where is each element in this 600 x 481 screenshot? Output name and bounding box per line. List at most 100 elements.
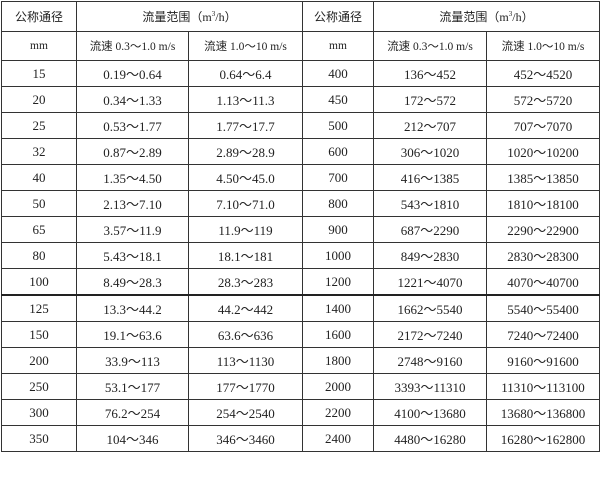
- table-row: 150 19.1～63.6 63.6～636 1600 2172～7240 7240～72…: [1, 321, 600, 348]
- flow-high-right-cell: 452～4520: [486, 60, 600, 87]
- table-row: 20 0.34～1.33 1.13～11.3 450 172～572 572～5720: [1, 86, 600, 113]
- table-row: 80 5.43～18.1 18.1～181 1000 849～2830 2830～2830…: [1, 242, 600, 269]
- flow-high-left-cell: 177～1770: [188, 373, 303, 400]
- flow-low-right-cell: 2172～7240: [373, 321, 487, 348]
- flow-high-left-cell: 1.77～17.7: [188, 112, 303, 139]
- flow-low-left-cell: 2.13～7.10: [76, 190, 189, 217]
- dn-header-right: 公称通径: [302, 1, 374, 32]
- flow-low-right-cell: 212～707: [373, 112, 487, 139]
- flow-high-right-cell: 7240～72400: [486, 321, 600, 348]
- dn-left-cell: 80: [1, 242, 77, 269]
- dn-left-cell: 250: [1, 373, 77, 400]
- flow-high-left-cell: 4.50～45.0: [188, 164, 303, 191]
- flow-low-left-cell: 1.35～4.50: [76, 164, 189, 191]
- flow-high-left-cell: 254～2540: [188, 399, 303, 426]
- flow-high-right-cell: 5540～55400: [486, 294, 600, 322]
- flow-low-right-cell: 172～572: [373, 86, 487, 113]
- table-row: 125 13.3～44.2 44.2～442 1400 1662～5540 5540～55…: [1, 294, 600, 322]
- flow-high-left-cell: 44.2～442: [188, 294, 303, 322]
- flow-header-right: 流量范围（m3/h）: [373, 1, 600, 32]
- flow-high-left-cell: 28.3～283: [188, 268, 303, 296]
- dn-right-cell: 800: [302, 190, 374, 217]
- flow-high-right-cell: 2290～22900: [486, 216, 600, 243]
- flow-high-right-cell: 2830～28300: [486, 242, 600, 269]
- dn-right-cell: 1000: [302, 242, 374, 269]
- flow-low-right-cell: 1662～5540: [373, 294, 487, 322]
- flow-low-right-cell: 136～452: [373, 60, 487, 87]
- flow-high-left-cell: 0.64～6.4: [188, 60, 303, 87]
- flow-low-right-cell: 416～1385: [373, 164, 487, 191]
- flow-high-right-cell: 1385～13850: [486, 164, 600, 191]
- table-row: 200 33.9～113 113～1130 1800 2748～9160 9160～916…: [1, 347, 600, 374]
- flow-low-right-cell: 1221～4070: [373, 268, 487, 296]
- flow-high-left-cell: 63.6～636: [188, 321, 303, 348]
- flow-low-left-cell: 0.34～1.33: [76, 86, 189, 113]
- dn-right-cell: 700: [302, 164, 374, 191]
- dn-right-cell: 900: [302, 216, 374, 243]
- flow-high-right-cell: 11310～113100: [486, 373, 600, 400]
- flow-high-right-cell: 9160～91600: [486, 347, 600, 374]
- flow-low-left-cell: 13.3～44.2: [76, 294, 189, 322]
- flow-header-text: 流量范围（m: [439, 10, 509, 24]
- flow-low-left-cell: 0.87～2.89: [76, 138, 189, 165]
- dn-left-cell: 300: [1, 399, 77, 426]
- table-row: 25 0.53～1.77 1.77～17.7 500 212～707 707～7070: [1, 112, 600, 139]
- velocity-low-left: 流速 0.3～1.0 m/s: [76, 31, 189, 61]
- dn-left-cell: 150: [1, 321, 77, 348]
- dn-right-cell: 450: [302, 86, 374, 113]
- flow-header-sup: 3: [508, 10, 513, 18]
- flow-high-right-cell: 1810～18100: [486, 190, 600, 217]
- dn-right-cell: 1600: [302, 321, 374, 348]
- flow-high-left-cell: 11.9～119: [188, 216, 303, 243]
- flow-high-left-cell: 346～3460: [188, 425, 303, 452]
- dn-right-cell: 500: [302, 112, 374, 139]
- flow-low-right-cell: 4480～16280: [373, 425, 487, 452]
- dn-right-cell: 1400: [302, 294, 374, 322]
- table-row: 100 8.49～28.3 28.3～283 1200 1221～4070 4070～40…: [1, 268, 600, 296]
- unit-left: mm: [1, 31, 77, 61]
- dn-right-cell: 1200: [302, 268, 374, 296]
- velocity-high-left: 流速 1.0～10 m/s: [188, 31, 303, 61]
- dn-left-cell: 32: [1, 138, 77, 165]
- dn-left-cell: 15: [1, 60, 77, 87]
- flow-low-right-cell: 687～2290: [373, 216, 487, 243]
- flow-low-left-cell: 53.1～177: [76, 373, 189, 400]
- header-row: 公称通径 流量范围（m3/h） 公称通径 流量范围（m3/h）: [1, 1, 600, 32]
- dn-left-cell: 25: [1, 112, 77, 139]
- dn-right-cell: 600: [302, 138, 374, 165]
- dn-left-cell: 40: [1, 164, 77, 191]
- flow-low-right-cell: 4100～13680: [373, 399, 487, 426]
- dn-left-cell: 50: [1, 190, 77, 217]
- subheader-row: mm 流速 0.3～1.0 m/s 流速 1.0～10 m/s mm 流速 0.…: [1, 31, 600, 61]
- flow-high-right-cell: 4070～40700: [486, 268, 600, 296]
- flow-header-text: /h）: [215, 10, 237, 24]
- table-row: 50 2.13～7.10 7.10～71.0 800 543～1810 1810～1810…: [1, 190, 600, 217]
- flow-low-left-cell: 76.2～254: [76, 399, 189, 426]
- flow-high-left-cell: 1.13～11.3: [188, 86, 303, 113]
- dn-left-cell: 100: [1, 268, 77, 296]
- dn-left-cell: 200: [1, 347, 77, 374]
- table-row: 300 76.2～254 254～2540 2200 4100～13680 13680～1…: [1, 399, 600, 426]
- flow-high-right-cell: 572～5720: [486, 86, 600, 113]
- dn-right-cell: 1800: [302, 347, 374, 374]
- table-row: 40 1.35～4.50 4.50～45.0 700 416～1385 1385～1385…: [1, 164, 600, 191]
- flow-high-right-cell: 16280～162800: [486, 425, 600, 452]
- flow-low-left-cell: 8.49～28.3: [76, 268, 189, 296]
- table-row: 15 0.19～0.64 0.64～6.4 400 136～452 452～4520: [1, 60, 600, 87]
- table-row: 65 3.57～11.9 11.9～119 900 687～2290 2290～22900: [1, 216, 600, 243]
- flow-high-right-cell: 13680～136800: [486, 399, 600, 426]
- dn-header-left: 公称通径: [1, 1, 77, 32]
- flow-low-right-cell: 543～1810: [373, 190, 487, 217]
- dn-right-cell: 2400: [302, 425, 374, 452]
- flow-low-left-cell: 104～346: [76, 425, 189, 452]
- velocity-high-right: 流速 1.0～10 m/s: [486, 31, 600, 61]
- flow-low-right-cell: 3393～11310: [373, 373, 487, 400]
- unit-right: mm: [302, 31, 374, 61]
- dn-right-cell: 400: [302, 60, 374, 87]
- table-row: 350 104～346 346～3460 2400 4480～16280 16280～16…: [1, 425, 600, 452]
- flow-low-right-cell: 306～1020: [373, 138, 487, 165]
- dn-left-cell: 65: [1, 216, 77, 243]
- flow-high-right-cell: 1020～10200: [486, 138, 600, 165]
- flow-high-left-cell: 113～1130: [188, 347, 303, 374]
- flow-low-left-cell: 5.43～18.1: [76, 242, 189, 269]
